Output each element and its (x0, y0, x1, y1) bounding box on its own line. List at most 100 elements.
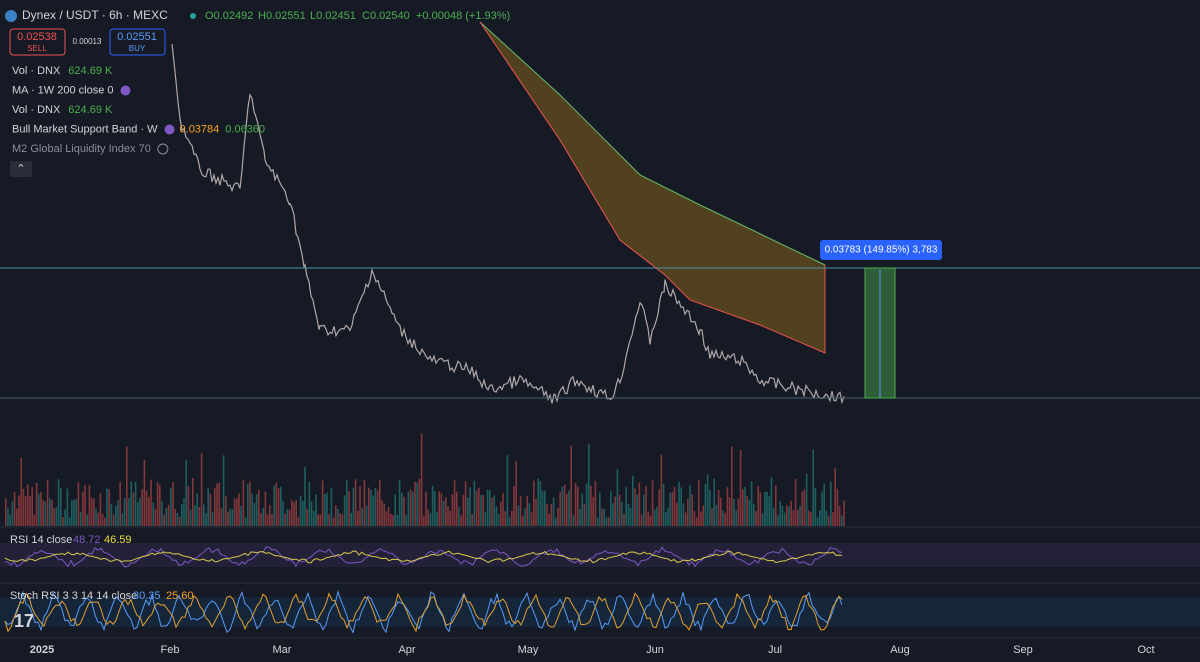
volume-bar (282, 500, 284, 526)
volume-bar (229, 508, 231, 526)
volume-bar (255, 494, 258, 526)
volume-bar (660, 454, 663, 526)
volume-bar (524, 508, 526, 526)
volume-bar (93, 498, 95, 526)
volume-bar (174, 509, 176, 526)
band-lower (479, 21, 826, 354)
volume-bar (291, 499, 293, 526)
volume-bar (211, 512, 214, 526)
volume-bar (830, 481, 832, 526)
volume-bar (11, 501, 14, 526)
volume-bar (315, 494, 317, 526)
x-tick-label: May (518, 644, 539, 656)
volume-bar (539, 481, 542, 526)
volume-bar (185, 459, 187, 526)
volume-bar (517, 505, 520, 526)
volume-bar (557, 508, 559, 526)
volume-bar (5, 498, 7, 526)
ohlc-change: +0.00048 (+1.93%) (416, 10, 510, 22)
volume-bar (330, 488, 333, 526)
volume-bar (621, 501, 623, 526)
volume-bar (449, 510, 451, 526)
volume-bar (381, 500, 383, 526)
volume-bar (788, 506, 790, 526)
volume-bar (62, 517, 64, 526)
tv-logo: 17 (14, 611, 34, 631)
spread: 0.00013 (73, 37, 102, 46)
symbol-icon (5, 10, 17, 22)
volume-bar (453, 480, 456, 526)
volume-bar (467, 497, 469, 526)
volume-bar (728, 497, 731, 526)
volume-bar (372, 495, 374, 526)
volume-bar (20, 457, 22, 526)
volume-bar (816, 516, 819, 526)
buy-button[interactable] (109, 28, 166, 56)
volume-bar (695, 517, 698, 526)
volume-bar (561, 486, 564, 526)
volume-bar (761, 513, 764, 526)
volume-bar (214, 487, 216, 526)
volume-bar (768, 496, 770, 526)
volume-bar (192, 477, 194, 526)
volume-bar (546, 504, 548, 526)
volume-bar (350, 512, 352, 526)
volume-bar (783, 512, 786, 526)
volume-bar (313, 511, 315, 526)
volume-bar (44, 501, 47, 526)
volume-bar (832, 512, 834, 526)
volume-bar (29, 496, 31, 526)
volume-bar (541, 491, 544, 526)
rsi-value: 48.72 (73, 534, 101, 546)
volume-bar (577, 486, 579, 526)
volume-bar (519, 496, 522, 526)
volume-bar (288, 509, 291, 526)
volume-bar (293, 502, 295, 526)
volume-bar (713, 478, 715, 526)
volume-bar (253, 503, 256, 526)
volume-bar (823, 483, 825, 526)
volume-bar (299, 496, 302, 526)
volume-bar (489, 490, 491, 526)
volume-bar (709, 489, 711, 526)
volume-bar (680, 487, 682, 526)
volume-bar (167, 504, 170, 526)
volume-bar (409, 489, 412, 526)
volume-bar (156, 481, 159, 526)
volume-bar (306, 508, 308, 526)
volume-bar (687, 498, 689, 526)
volume-bar (841, 515, 843, 526)
volume-bar (24, 495, 27, 526)
volume-bar (84, 484, 86, 526)
volume-bar (249, 481, 251, 526)
volume-bar (706, 474, 709, 526)
volume-bar (797, 509, 799, 526)
volume-bar (321, 480, 324, 526)
volume-bar (407, 491, 410, 526)
volume-bar (332, 517, 335, 526)
volume-bar (766, 491, 768, 526)
volume-bar (341, 514, 344, 526)
volume-bar (365, 505, 368, 526)
volume-bar (742, 489, 744, 526)
volume-bar (405, 515, 407, 526)
volume-bar (187, 485, 190, 526)
volume-bar (803, 489, 806, 526)
measure-label-box (820, 240, 942, 260)
volume-bar (451, 494, 454, 526)
volume-bar (579, 508, 581, 526)
support-band (480, 22, 825, 353)
collapse-button[interactable] (10, 161, 32, 177)
volume-bar (447, 506, 449, 526)
volume-bar (60, 488, 62, 526)
sell-button[interactable] (9, 28, 66, 56)
volume-bar (603, 509, 605, 526)
volume-bar (574, 483, 577, 526)
volume-bar (82, 491, 84, 526)
volume-bar (632, 475, 634, 526)
volume-bar (412, 491, 414, 526)
volume-bar (548, 513, 550, 526)
volume-bar (130, 481, 132, 526)
